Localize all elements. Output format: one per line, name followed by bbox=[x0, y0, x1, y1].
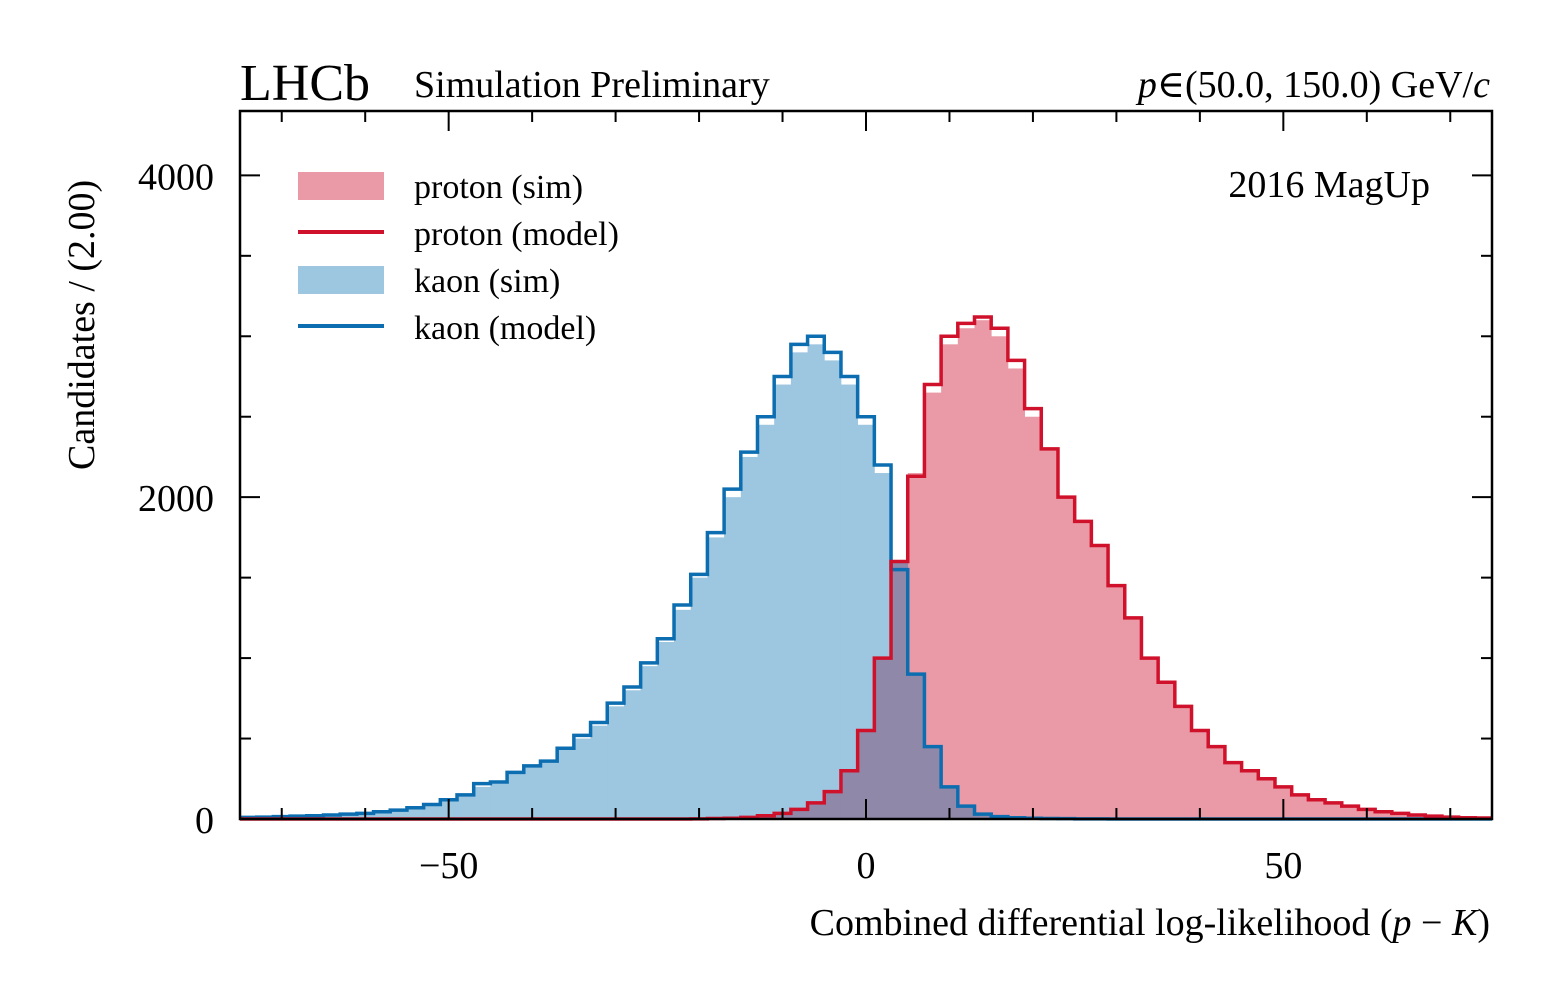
overlap-bar bbox=[941, 786, 959, 819]
kaon-sim-bar bbox=[607, 706, 625, 819]
overlap-bar bbox=[924, 746, 942, 819]
legend-label-kaon-sim: kaon (sim) bbox=[414, 263, 560, 300]
kaon-sim-bar bbox=[807, 344, 825, 819]
overlap-bar bbox=[807, 802, 825, 819]
legend-label-kaon-model: kaon (model) bbox=[414, 310, 596, 347]
kaon-sim-bar bbox=[390, 810, 408, 819]
proton-sim-bar bbox=[1124, 617, 1142, 819]
kaon-sim-bar bbox=[774, 384, 792, 819]
y-tick-label: 0 bbox=[195, 800, 214, 842]
proton-sim-bar bbox=[1308, 799, 1326, 819]
kaon-sim-bar bbox=[840, 384, 859, 819]
kaon-sim-bar bbox=[707, 537, 725, 819]
y-tick-label: 4000 bbox=[138, 156, 214, 198]
overlap-bar bbox=[824, 791, 842, 819]
legend: proton (sim) proton (model) kaon (sim) k… bbox=[298, 169, 619, 347]
kaon-sim-bar bbox=[573, 738, 591, 819]
overlap-bar bbox=[840, 770, 859, 819]
proton-sim-bar bbox=[1091, 545, 1109, 819]
proton-sim-bar bbox=[1108, 585, 1126, 819]
overlap-bar bbox=[891, 561, 909, 819]
proton-sim-bar bbox=[1408, 814, 1426, 819]
kaon-sim-bar bbox=[857, 424, 875, 819]
kaon-sim-bar bbox=[457, 794, 475, 819]
proton-sim-bar bbox=[1074, 521, 1092, 819]
kaon-sim-bar bbox=[557, 749, 575, 819]
kaon-sim-bar bbox=[623, 690, 642, 819]
proton-sim-bar bbox=[1391, 813, 1409, 819]
legend-swatch-proton-sim bbox=[298, 172, 384, 200]
proton-sim-bar bbox=[1174, 706, 1192, 819]
overlap-bar bbox=[974, 814, 992, 819]
y-tick-label: 2000 bbox=[138, 478, 214, 520]
experiment-label: LHCb bbox=[240, 55, 370, 112]
kaon-sim-bar bbox=[540, 762, 558, 819]
histogram-layer bbox=[240, 315, 1493, 821]
momentum-range-label: p∈(50.0, 150.0) GeV/c bbox=[1135, 64, 1490, 106]
proton-sim-bar bbox=[957, 328, 975, 819]
plot-frame bbox=[238, 109, 1494, 821]
proton-sim-bar bbox=[1325, 802, 1343, 819]
x-tick-label: −50 bbox=[419, 845, 478, 887]
kaon-sim-bar bbox=[590, 725, 608, 819]
y-axis-label: Candidates / (2.00) bbox=[61, 180, 103, 470]
x-tick-labels: −50 0 50 bbox=[419, 845, 1302, 887]
overlap-bar bbox=[790, 809, 808, 819]
kaon-sim-bar bbox=[724, 497, 742, 819]
kaon-sim-bar bbox=[523, 767, 541, 819]
kaon-sim-bar bbox=[406, 807, 425, 819]
proton-sim-bar bbox=[941, 344, 959, 819]
legend-label-proton-model: proton (model) bbox=[414, 216, 619, 253]
proton-sim-bar bbox=[1375, 811, 1393, 819]
kaon-sim-bar bbox=[690, 577, 708, 819]
kaon-sim-bar bbox=[640, 666, 658, 819]
kaon-sim-bar bbox=[490, 783, 508, 819]
legend-swatch-kaon-sim bbox=[298, 266, 384, 294]
kaon-sim-bar bbox=[340, 814, 358, 819]
kaon-sim-bar bbox=[323, 814, 341, 819]
kaon-sim-bar bbox=[473, 786, 491, 819]
legend-label-proton-sim: proton (sim) bbox=[414, 169, 583, 206]
proton-sim-bar bbox=[1041, 448, 1059, 819]
subtitle-label: Simulation Preliminary bbox=[414, 64, 770, 106]
kaon-sim-bar bbox=[824, 360, 842, 819]
kaon-sim-bar bbox=[423, 804, 441, 819]
kaon-sim-bar bbox=[790, 352, 808, 819]
proton-sim-bar bbox=[974, 320, 992, 819]
kaon-sim-bar bbox=[757, 424, 775, 819]
proton-sim-bar bbox=[1224, 762, 1242, 819]
proton-sim-bar bbox=[991, 336, 1009, 819]
proton-sim-bar bbox=[924, 392, 942, 819]
proton-sim-bar bbox=[1241, 770, 1259, 819]
proton-sim-bar bbox=[1191, 730, 1209, 819]
kaon-sim-bar bbox=[373, 811, 391, 819]
y-tick-labels: 0 2000 4000 bbox=[138, 156, 214, 842]
x-tick-label: 0 bbox=[857, 845, 876, 887]
run-annotation: 2016 MagUp bbox=[1228, 164, 1430, 206]
proton-sim-bar bbox=[1258, 778, 1276, 819]
overlap-bar bbox=[874, 658, 892, 819]
overlap-bar bbox=[857, 730, 875, 819]
kaon-sim-bar bbox=[740, 456, 758, 819]
proton-sim-bar bbox=[1291, 794, 1309, 819]
kaon-sim-bar bbox=[674, 609, 692, 819]
proton-sim-bar bbox=[1024, 416, 1042, 819]
overlap-bar bbox=[957, 806, 975, 819]
x-tick-label: 50 bbox=[1264, 845, 1302, 887]
x-axis-label: Combined differential log-likelihood (p … bbox=[810, 902, 1490, 944]
kaon-sim-bar bbox=[657, 642, 675, 819]
proton-sim-bar bbox=[1057, 497, 1076, 819]
proton-sim-bar bbox=[1341, 806, 1359, 819]
proton-sim-bar bbox=[1208, 746, 1226, 819]
proton-sim-bar bbox=[1007, 368, 1025, 819]
proton-sim-bar bbox=[1158, 682, 1176, 819]
kaon-sim-bar bbox=[507, 773, 525, 819]
proton-sim-bar bbox=[1141, 658, 1159, 819]
overlap-bar bbox=[907, 674, 925, 819]
